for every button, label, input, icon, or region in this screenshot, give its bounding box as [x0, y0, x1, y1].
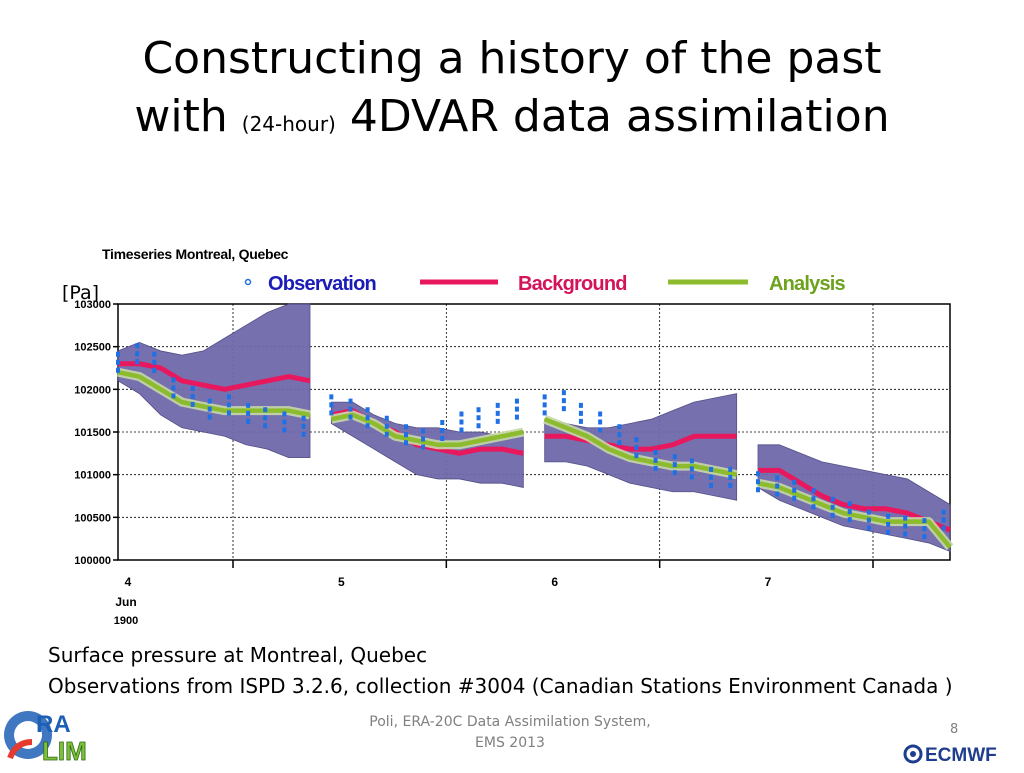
background-line — [544, 433, 737, 452]
plot-area: 103000 102500 102000 101500 101000 100500 1000… — [74, 299, 954, 627]
legend-observation-label: Observation — [268, 273, 376, 295]
svg-text:LIM: LIM — [42, 736, 87, 766]
analysis-line — [330, 412, 524, 448]
x-tick-label: 7 — [765, 575, 772, 589]
x-sublabel-year: 1900 — [114, 615, 138, 627]
footer-line-2: EMS 2013 — [475, 735, 545, 751]
title-rest: 4DVAR data assimilation — [349, 91, 890, 142]
title-line-2: with (24-hour) 4DVAR data assimilation — [0, 88, 1024, 153]
ecmwf-logo-graphic: ECMWF — [903, 744, 997, 766]
analysis-line — [757, 480, 952, 549]
legend-observation-marker — [244, 278, 252, 286]
x-tick-label: 5 — [338, 575, 345, 589]
ecmwf-logo: ECMWF — [903, 742, 1021, 771]
y-tick-label: 101500 — [74, 427, 111, 439]
title-line-1: Constructing a history of the past — [142, 33, 882, 84]
title-small: (24-hour) — [241, 112, 336, 136]
x-tick-label: 6 — [551, 575, 558, 589]
analysis-line — [117, 370, 311, 418]
footer-line-1: Poli, ERA-20C Data Assimilation System, — [369, 714, 651, 730]
y-tick-label: 100500 — [74, 512, 111, 524]
x-tick-label: 4 — [125, 575, 132, 589]
page-number: 8 — [950, 722, 959, 737]
x-sublabel-month: Jun — [115, 595, 136, 609]
y-tick-label: 102000 — [74, 384, 111, 396]
svg-text:ECMWF: ECMWF — [925, 745, 997, 766]
y-unit-label: [Pa] — [62, 282, 100, 304]
chart-legend: Observation Background Analysis — [244, 273, 846, 295]
caption-line-2: Observations from ISPD 3.2.6, collection… — [48, 674, 953, 698]
slide-title: Constructing a history of the past with … — [0, 30, 1024, 153]
footer: Poli, ERA-20C Data Assimilation System, … — [360, 712, 660, 754]
y-tick-label: 100000 — [74, 555, 111, 567]
background-line — [118, 361, 311, 392]
legend-analysis-label: Analysis — [769, 273, 846, 295]
chart-title: Timeseries Montreal, Quebec — [102, 246, 289, 262]
era-clim-logo-graphic: RA LIM — [4, 711, 87, 766]
svg-text:RA: RA — [36, 711, 71, 738]
pressure-chart: Observation Background Analysis 103000 1025… — [74, 273, 954, 627]
spread-band — [117, 303, 311, 459]
legend-background-label: Background — [518, 273, 627, 295]
y-tick-label: 102500 — [74, 342, 111, 354]
y-tick-label: 103000 — [74, 299, 111, 311]
title-with: with — [134, 91, 228, 142]
caption-line-1: Surface pressure at Montreal, Quebec — [48, 643, 428, 667]
analysis-line — [543, 417, 738, 477]
era-clim-logo: RA LIM — [2, 702, 132, 773]
y-tick-label: 101000 — [74, 470, 111, 482]
